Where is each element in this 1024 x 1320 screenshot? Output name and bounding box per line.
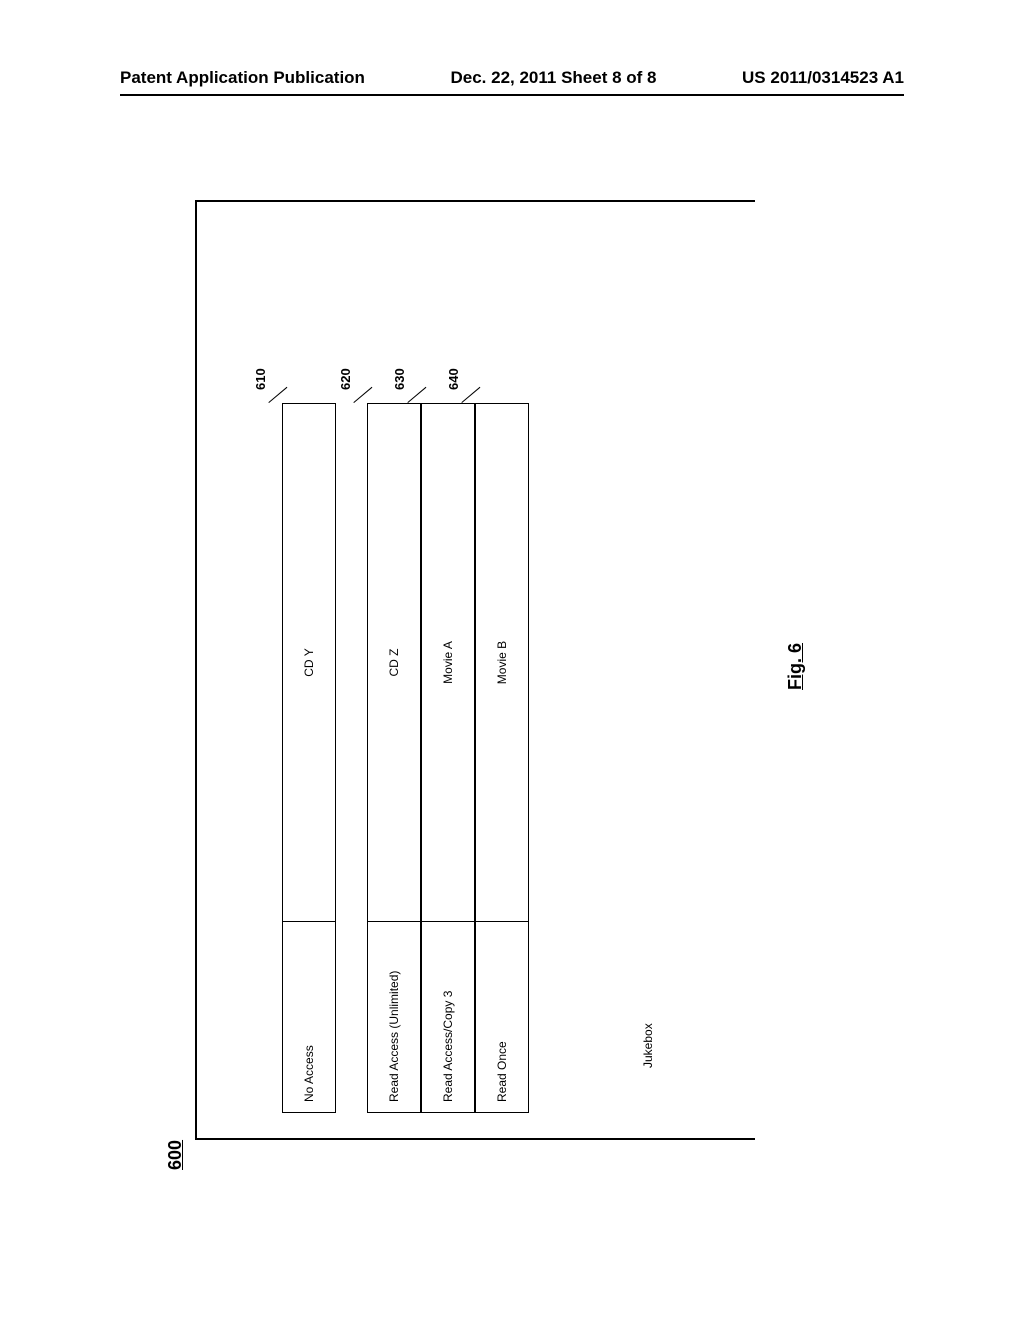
rotated-figure: 600 No Access CD Y 610 Read Access (Unli… (165, 170, 865, 1170)
callout-label: 640 (446, 368, 461, 390)
callout-line (461, 387, 480, 403)
content-cell: Movie A (421, 403, 475, 921)
header-right: US 2011/0314523 A1 (742, 68, 904, 88)
jukebox-frame: No Access CD Y 610 Read Access (Unlimite… (195, 200, 755, 1140)
callout-line (353, 387, 372, 403)
container-label: Jukebox (641, 1023, 655, 1068)
callout-line (268, 387, 287, 403)
header-rule (120, 94, 904, 96)
content-cell: CD Y (282, 403, 336, 921)
access-cell: Read Access/Copy 3 (421, 921, 475, 1113)
page-header: Patent Application Publication Dec. 22, … (0, 68, 1024, 88)
table-row: Read Access/Copy 3 Movie A (421, 403, 475, 1113)
callout-label: 620 (338, 368, 353, 390)
content-cell: CD Z (367, 403, 421, 921)
access-cell: Read Access (Unlimited) (367, 921, 421, 1113)
figure-caption: Fig. 6 (785, 643, 806, 690)
callout-label: 630 (392, 368, 407, 390)
table-row: Read Once Movie B (475, 403, 529, 1113)
table-row: Read Access (Unlimited) CD Z (367, 403, 421, 1113)
header-left: Patent Application Publication (120, 68, 365, 88)
callout-line (407, 387, 426, 403)
callout-label: 610 (253, 368, 268, 390)
header-center: Dec. 22, 2011 Sheet 8 of 8 (450, 68, 656, 88)
figure-area: 600 No Access CD Y 610 Read Access (Unli… (165, 170, 865, 1170)
access-cell: Read Once (475, 921, 529, 1113)
table-row: No Access CD Y (282, 403, 336, 1113)
content-cell: Movie B (475, 403, 529, 921)
figure-id: 600 (165, 1140, 186, 1170)
access-cell: No Access (282, 921, 336, 1113)
